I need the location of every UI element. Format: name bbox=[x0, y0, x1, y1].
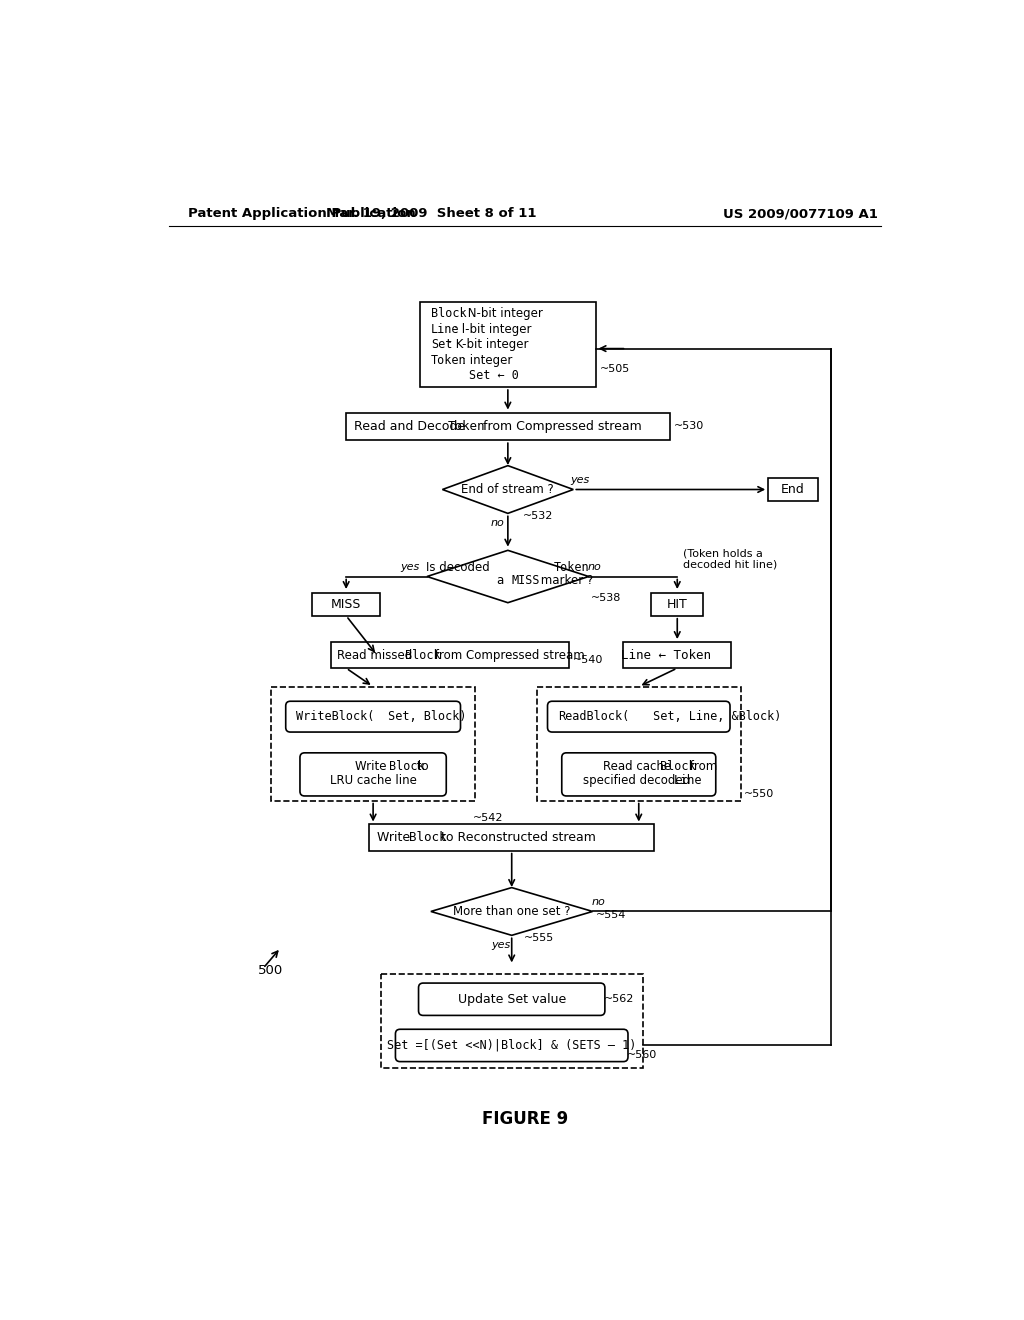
Text: no: no bbox=[588, 562, 602, 573]
Polygon shape bbox=[442, 466, 573, 513]
Text: : K-bit integer: : K-bit integer bbox=[447, 338, 528, 351]
Bar bbox=[370, 825, 654, 850]
Text: ~560: ~560 bbox=[628, 1049, 657, 1060]
Text: Line: Line bbox=[674, 774, 702, 787]
Text: Set =[(Set <<N)|Block] & (SETS – 1): Set =[(Set <<N)|Block] & (SETS – 1) bbox=[387, 1039, 636, 1052]
Text: Patent Application Publication: Patent Application Publication bbox=[188, 207, 416, 220]
Text: Read missed: Read missed bbox=[337, 648, 416, 661]
Text: Set, Line, &Block): Set, Line, &Block) bbox=[646, 710, 782, 723]
Text: Token: Token bbox=[447, 420, 485, 433]
Bar bbox=[271, 686, 475, 800]
Text: ~542: ~542 bbox=[473, 813, 504, 824]
Text: Set: Set bbox=[431, 338, 453, 351]
Bar bbox=[381, 974, 643, 1068]
Text: ReadBlock(: ReadBlock( bbox=[558, 710, 630, 723]
Text: a: a bbox=[497, 574, 508, 587]
Text: ~562: ~562 bbox=[604, 994, 635, 1005]
Text: from Compressed stream: from Compressed stream bbox=[431, 648, 585, 661]
Text: from: from bbox=[686, 760, 718, 774]
Text: Block: Block bbox=[388, 760, 424, 774]
Bar bbox=[420, 302, 596, 387]
Text: Token: Token bbox=[554, 561, 590, 574]
Text: End: End bbox=[781, 483, 805, 496]
Text: : N-bit integer: : N-bit integer bbox=[460, 308, 543, 321]
Text: (Token holds a: (Token holds a bbox=[683, 548, 763, 558]
Text: Set ← 0: Set ← 0 bbox=[469, 370, 519, 381]
Text: Read cache: Read cache bbox=[603, 760, 675, 774]
Text: US 2009/0077109 A1: US 2009/0077109 A1 bbox=[723, 207, 878, 220]
Bar bbox=[624, 642, 731, 668]
Text: LRU cache line: LRU cache line bbox=[330, 774, 417, 787]
Bar bbox=[331, 642, 569, 668]
Text: ~532: ~532 bbox=[523, 511, 554, 521]
Text: ~538: ~538 bbox=[591, 593, 622, 603]
Text: Block: Block bbox=[660, 760, 696, 774]
Text: to: to bbox=[413, 760, 429, 774]
Text: HIT: HIT bbox=[667, 598, 688, 611]
Bar bbox=[537, 686, 740, 800]
Text: to Reconstructed stream: to Reconstructed stream bbox=[437, 832, 596, 843]
FancyBboxPatch shape bbox=[548, 701, 730, 733]
Text: ~505: ~505 bbox=[599, 364, 630, 375]
Text: More than one set ?: More than one set ? bbox=[453, 906, 570, 917]
Text: Line ← Token: Line ← Token bbox=[621, 648, 711, 661]
Text: specified decoded: specified decoded bbox=[584, 774, 694, 787]
Text: ~550: ~550 bbox=[743, 789, 774, 800]
Polygon shape bbox=[427, 550, 589, 603]
Text: yes: yes bbox=[569, 475, 589, 486]
Text: : integer: : integer bbox=[462, 354, 512, 367]
Text: Token: Token bbox=[431, 354, 467, 367]
Text: Line: Line bbox=[431, 323, 460, 335]
FancyBboxPatch shape bbox=[300, 752, 446, 796]
Text: WriteBlock(: WriteBlock( bbox=[297, 710, 375, 723]
Text: ~555: ~555 bbox=[524, 933, 554, 944]
Text: yes: yes bbox=[492, 940, 511, 949]
Text: Block: Block bbox=[410, 832, 446, 843]
Text: Write: Write bbox=[355, 760, 391, 774]
Bar bbox=[346, 412, 670, 441]
Text: ~530: ~530 bbox=[674, 421, 703, 432]
Text: Update Set value: Update Set value bbox=[458, 993, 566, 1006]
Text: FIGURE 9: FIGURE 9 bbox=[481, 1110, 568, 1129]
Text: Block: Block bbox=[404, 648, 440, 661]
Text: Set, Block): Set, Block) bbox=[381, 710, 466, 723]
Text: : l-bit integer: : l-bit integer bbox=[454, 323, 531, 335]
Text: decoded hit line): decoded hit line) bbox=[683, 560, 777, 570]
Text: Mar. 19, 2009  Sheet 8 of 11: Mar. 19, 2009 Sheet 8 of 11 bbox=[326, 207, 537, 220]
Text: Block: Block bbox=[431, 308, 467, 321]
Text: ~540: ~540 bbox=[572, 655, 603, 665]
Text: Is decoded: Is decoded bbox=[427, 561, 494, 574]
FancyBboxPatch shape bbox=[419, 983, 605, 1015]
Text: MISS: MISS bbox=[331, 598, 361, 611]
FancyBboxPatch shape bbox=[562, 752, 716, 796]
Bar bbox=[651, 593, 703, 615]
Bar bbox=[312, 593, 380, 615]
Text: Write: Write bbox=[377, 832, 414, 843]
Text: 500: 500 bbox=[258, 964, 283, 977]
Polygon shape bbox=[431, 887, 593, 936]
Text: from Compressed stream: from Compressed stream bbox=[478, 420, 641, 433]
Text: no: no bbox=[592, 898, 605, 907]
Text: marker ?: marker ? bbox=[538, 574, 593, 587]
Text: ~554: ~554 bbox=[596, 911, 626, 920]
Text: End of stream ?: End of stream ? bbox=[462, 483, 554, 496]
FancyBboxPatch shape bbox=[286, 701, 461, 733]
Text: MISS: MISS bbox=[512, 574, 541, 587]
Bar bbox=[768, 478, 818, 502]
Text: yes: yes bbox=[400, 562, 419, 573]
Text: Read and Decode: Read and Decode bbox=[354, 420, 469, 433]
FancyBboxPatch shape bbox=[395, 1030, 628, 1061]
Text: no: no bbox=[490, 517, 504, 528]
